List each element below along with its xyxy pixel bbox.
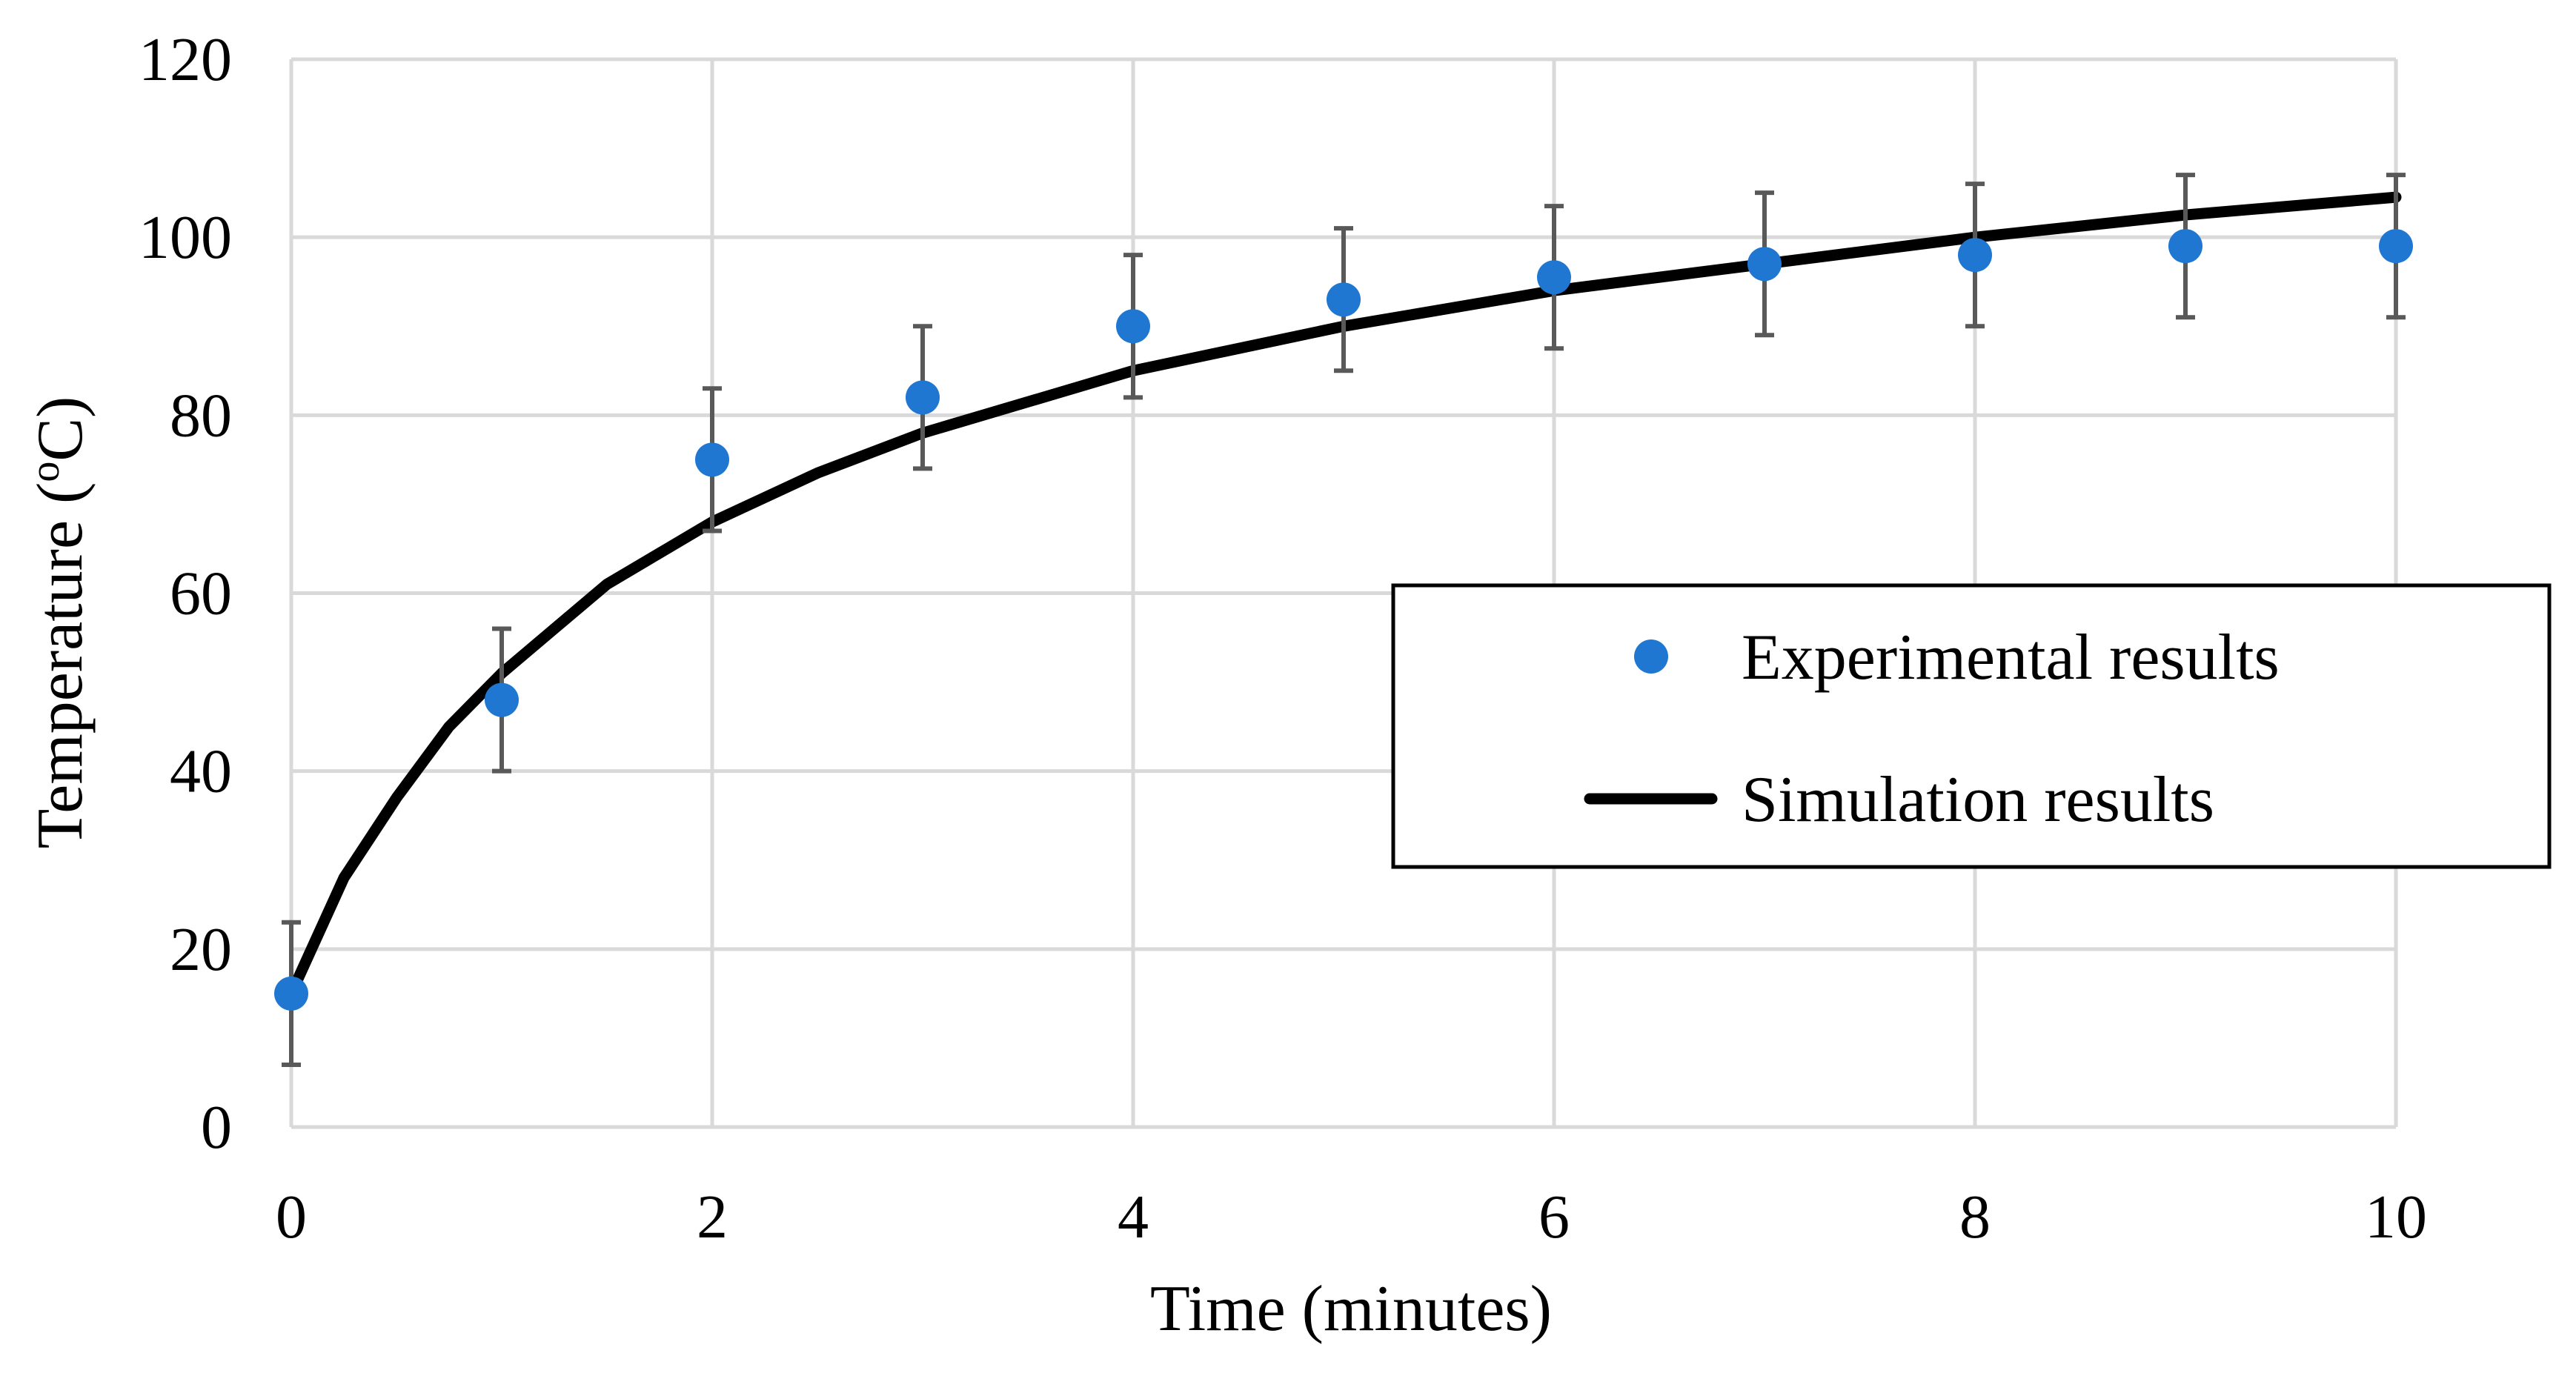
experimental-point <box>1747 247 1782 282</box>
x-tick-label: 0 <box>276 1183 307 1252</box>
experimental-point <box>1327 282 1361 317</box>
y-tick-label: 40 <box>170 737 232 806</box>
experimental-point <box>485 682 519 717</box>
x-tick-labels: 0 2 4 6 8 10 <box>276 1183 2427 1252</box>
y-tick-label: 20 <box>170 915 232 984</box>
y-tick-labels: 0 20 40 60 80 100 120 <box>139 25 232 1162</box>
experimental-point <box>2379 229 2413 264</box>
experimental-series <box>274 229 2413 1011</box>
x-tick-label: 6 <box>1538 1183 1570 1252</box>
experimental-point <box>906 380 940 415</box>
y-tick-label: 0 <box>201 1093 232 1162</box>
simulation-series <box>285 191 2402 1000</box>
y-axis-title-prefix: Temperature ( <box>24 482 96 849</box>
y-axis-title-sup: o <box>22 462 68 482</box>
x-axis-title: Time (minutes) <box>1150 1273 1552 1345</box>
y-tick-label: 60 <box>170 559 232 628</box>
legend-label-simulation: Simulation results <box>1742 764 2214 836</box>
y-tick-label: 100 <box>139 203 232 272</box>
experimental-point <box>274 976 308 1011</box>
y-tick-label: 120 <box>139 25 232 94</box>
x-tick-label: 4 <box>1118 1183 1149 1252</box>
x-tick-label: 2 <box>697 1183 728 1252</box>
experimental-point <box>1537 260 1571 295</box>
experimental-point <box>1116 309 1150 344</box>
legend: Experimental results Simulation results <box>1391 583 2552 869</box>
legend-marker-experimental <box>1634 639 1668 674</box>
experimental-point <box>2168 229 2202 264</box>
simulation-line <box>285 191 2402 1000</box>
y-tick-label: 80 <box>170 381 232 450</box>
experimental-point <box>695 442 729 477</box>
x-tick-label: 8 <box>1959 1183 1991 1252</box>
legend-label-experimental: Experimental results <box>1742 622 2280 694</box>
y-axis-title-suffix: C) <box>24 396 96 462</box>
y-axis-title: Temperature (oC) <box>22 396 96 849</box>
legend-box <box>1391 583 2552 869</box>
x-tick-label: 10 <box>2365 1183 2427 1252</box>
experimental-point <box>1958 238 1992 273</box>
